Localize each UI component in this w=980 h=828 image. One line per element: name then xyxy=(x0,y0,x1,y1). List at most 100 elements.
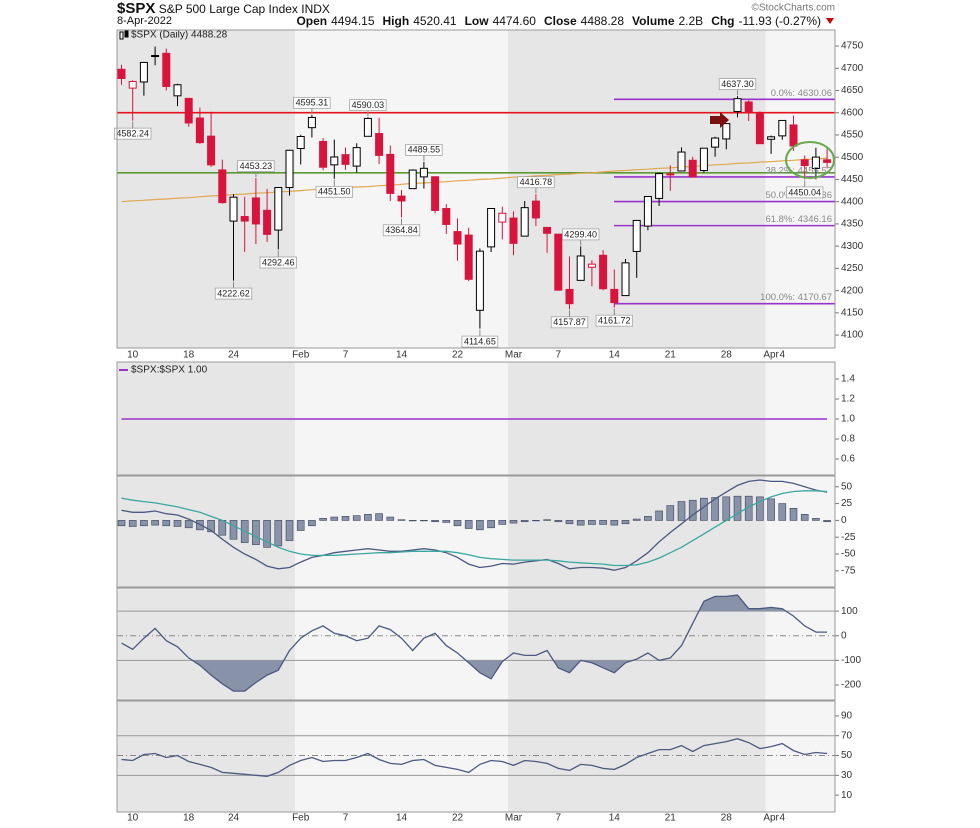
candle-body xyxy=(643,195,652,227)
histogram-bar xyxy=(554,520,563,523)
candle-body xyxy=(599,254,608,290)
histogram-bar xyxy=(812,518,820,521)
annotation-box xyxy=(562,228,600,241)
y-tick-label: 50 xyxy=(841,481,853,492)
histogram-bar xyxy=(218,520,227,536)
month-band xyxy=(765,588,835,700)
x-tick-label: 18 xyxy=(183,350,195,361)
candle-body xyxy=(363,117,372,137)
histogram-bar xyxy=(386,516,395,521)
histogram-bar xyxy=(229,520,238,540)
month-band xyxy=(117,588,296,700)
month-band xyxy=(765,701,835,812)
quote-label: Open xyxy=(296,14,328,28)
legend-icon xyxy=(124,30,129,38)
quote-value: 4488.28 xyxy=(580,14,625,28)
annotation-box xyxy=(550,316,589,329)
histogram-bar xyxy=(431,520,439,523)
histogram-bar xyxy=(722,496,731,521)
month-band xyxy=(765,476,835,587)
x-tick-label: 22 xyxy=(452,813,464,824)
exchange: INDX xyxy=(301,2,330,16)
x-tick-label: 22 xyxy=(452,350,464,361)
x-tick-label: 7 xyxy=(556,813,562,824)
annotation-box xyxy=(259,256,297,269)
histogram-bar xyxy=(453,520,462,527)
histogram-bar xyxy=(308,520,316,527)
candle-body xyxy=(733,98,742,112)
annotation-label: 4364.84 xyxy=(385,225,418,235)
candle-body xyxy=(251,197,260,225)
candle-body xyxy=(285,149,294,189)
histogram-bar xyxy=(677,501,686,521)
panel-border xyxy=(116,700,836,813)
x-tick-label: Feb xyxy=(292,350,310,361)
y-tick-label: 4150 xyxy=(841,308,864,319)
macd-line xyxy=(121,490,828,567)
histogram-bar xyxy=(341,516,350,521)
candle-body xyxy=(139,61,148,83)
candle-body xyxy=(296,136,305,149)
candle-body xyxy=(464,234,473,280)
down-triangle xyxy=(826,18,834,24)
histogram-bar xyxy=(666,505,675,521)
y-tick-label: 4700 xyxy=(841,63,864,74)
annotation-label: 4114.65 xyxy=(464,336,496,346)
y-tick-label: -200 xyxy=(841,680,861,691)
annotation-box xyxy=(315,185,353,198)
oscillator-line xyxy=(121,594,828,692)
candle-body xyxy=(711,137,720,148)
histogram-bar xyxy=(128,520,137,527)
y-tick-label: 1.4 xyxy=(841,374,855,385)
candle-body xyxy=(688,159,697,178)
candle-body xyxy=(162,52,171,87)
y-tick-label: 4100 xyxy=(841,330,864,341)
annotation-box xyxy=(293,96,331,109)
histogram-bar xyxy=(498,520,507,525)
candle-body xyxy=(128,80,137,89)
histogram-bar xyxy=(207,520,215,533)
annotation-label: 4637.30 xyxy=(721,79,754,89)
y-tick-label: 4500 xyxy=(841,152,864,163)
quote-value: 4474.60 xyxy=(492,14,536,28)
annotation-box xyxy=(237,160,275,172)
x-tick-label: 21 xyxy=(665,813,677,824)
candle-body xyxy=(184,97,193,124)
candle-body xyxy=(341,154,350,165)
candle-body xyxy=(699,147,708,172)
histogram-bar xyxy=(487,520,495,529)
histogram-bar xyxy=(565,520,574,525)
y-tick-label: -50 xyxy=(841,549,856,560)
y-tick-label: 4750 xyxy=(841,41,864,52)
candle-body xyxy=(453,231,462,245)
annotation-label: 4453.23 xyxy=(240,161,273,171)
candle-body xyxy=(565,288,574,305)
annotation-label: 4416.78 xyxy=(520,177,553,187)
quote-label: Close xyxy=(543,14,577,28)
annotation-label: 4489.55 xyxy=(408,145,441,155)
x-tick-label: 14 xyxy=(396,813,408,824)
histogram-bar xyxy=(274,520,283,547)
annotation-label: 4595.31 xyxy=(296,98,329,108)
candle-body xyxy=(263,209,272,235)
month-band xyxy=(507,701,766,812)
annotation-box xyxy=(718,78,757,90)
title-line: $SPX S&P 500 Large Cap Index INDX xyxy=(117,0,330,17)
annotation-box xyxy=(517,176,555,189)
candle-body xyxy=(509,217,518,244)
y-tick-label: 30 xyxy=(841,770,853,781)
annotation-label: 4157.87 xyxy=(553,317,586,327)
candle-body xyxy=(531,200,540,219)
candle-body xyxy=(307,116,316,129)
x-tick-label: 14 xyxy=(609,350,621,361)
histogram-bar xyxy=(756,496,764,521)
panel-border xyxy=(116,29,836,349)
histogram-bar xyxy=(476,520,484,531)
y-tick-label: 25 xyxy=(841,498,853,509)
annotation-label: 4450.04 xyxy=(788,187,821,197)
candle-body xyxy=(173,84,182,97)
histogram-bar xyxy=(420,520,428,522)
candle-body xyxy=(755,112,764,145)
